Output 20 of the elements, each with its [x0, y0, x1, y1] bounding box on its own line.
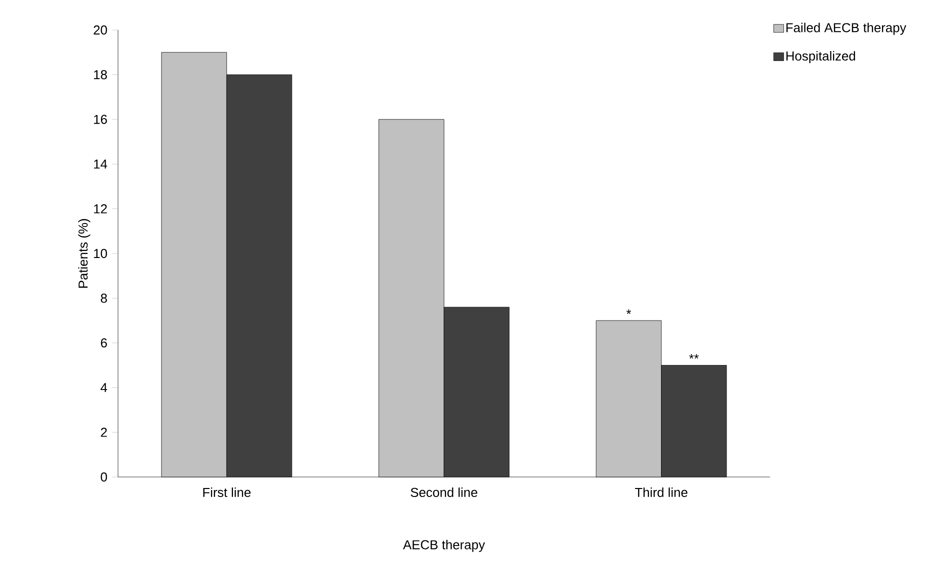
- y-tick-label: 4: [100, 383, 108, 392]
- y-tick-label: 16: [94, 114, 107, 124]
- x-tick-label: Third line: [635, 487, 688, 498]
- y-tick-label: 2: [100, 428, 107, 437]
- y-tick-label: 6: [100, 338, 107, 348]
- y-tick-label: 18: [94, 70, 107, 80]
- y-tick-label: 14: [94, 160, 108, 169]
- legend-label: Failed AECB therapy: [786, 22, 906, 35]
- y-tick-label: 0: [100, 472, 107, 482]
- y-tick-label: 20: [94, 25, 107, 35]
- annotation: **: [689, 354, 699, 359]
- x-axis-title: AECB therapy: [403, 540, 485, 552]
- y-tick-label: 10: [94, 248, 107, 258]
- x-tick-label: First line: [203, 487, 251, 498]
- annotation: *: [626, 309, 632, 314]
- legend-label: Hospitalized: [786, 51, 856, 64]
- x-tick-label: Second line: [410, 487, 478, 498]
- y-axis-title: Patients (%): [78, 219, 90, 288]
- y-tick-label: 12: [94, 204, 107, 214]
- y-tick-label: 8: [100, 294, 107, 303]
